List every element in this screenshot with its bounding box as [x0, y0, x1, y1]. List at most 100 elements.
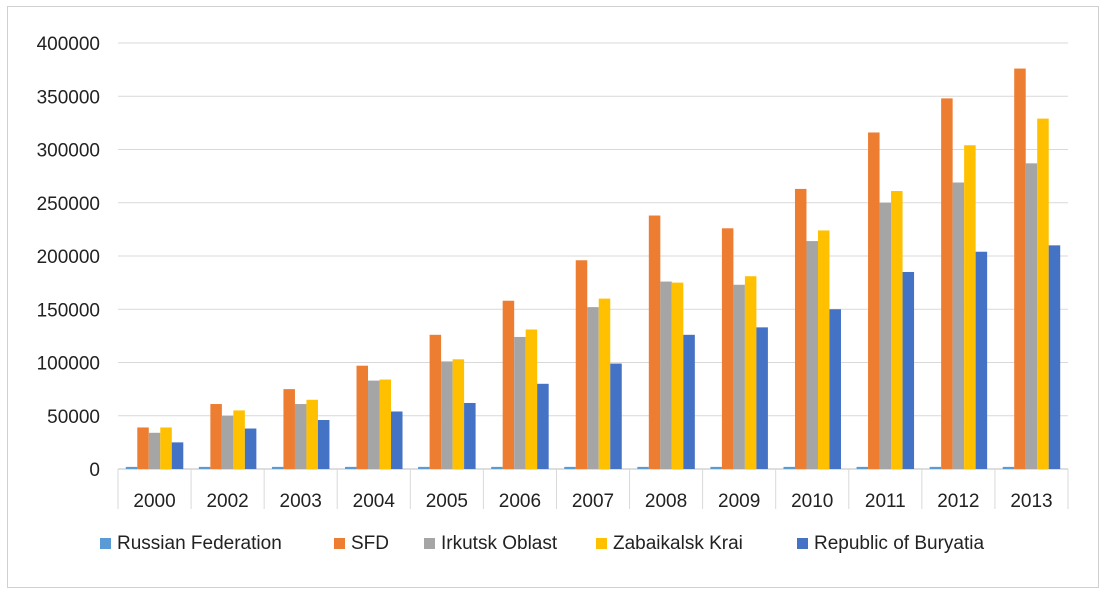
bar-zabaikalsk-krai-2009 [744, 276, 757, 469]
bar-russian-federation-2002 [198, 466, 211, 469]
bar-irkutsk-oblast-2012 [952, 182, 965, 469]
bar-zabaikalsk-krai-2005 [452, 359, 465, 469]
bar-republic-of-buryatia-2011 [902, 271, 915, 469]
legend: Russian Federation SFD Irkutsk Oblast Zabai… [100, 533, 984, 554]
bar-republic-of-buryatia-2009 [756, 327, 768, 469]
bar-zabaikalsk-krai-2013 [1037, 118, 1049, 470]
bar-republic-of-buryatia-2003 [317, 420, 330, 469]
bar-russian-federation-2005 [418, 466, 430, 469]
bar-sfd-2008 [648, 215, 661, 469]
bar-sfd-2010 [794, 188, 807, 469]
bar-sfd-2012 [941, 98, 953, 469]
x-tick-label: 2002 [206, 491, 248, 512]
y-tick-label: 50000 [47, 407, 100, 428]
bar-sfd-2006 [502, 300, 515, 469]
bar-russian-federation-2000 [125, 466, 138, 469]
bars [125, 68, 1061, 470]
legend-label: Russian Federation [117, 533, 282, 554]
bar-irkutsk-oblast-2010 [806, 241, 818, 469]
bar-sfd-2011 [868, 132, 880, 469]
chart-frame [7, 6, 1099, 588]
bar-sfd-2005 [429, 334, 442, 469]
bar-republic-of-buryatia-2012 [975, 251, 988, 469]
y-tick-label: 100000 [37, 354, 100, 375]
bar-zabaikalsk-krai-2012 [964, 145, 976, 470]
bar-sfd-2004 [356, 365, 369, 469]
legend-swatch [334, 538, 345, 549]
legend-swatch [424, 538, 435, 549]
bar-sfd-2002 [210, 404, 222, 469]
x-tick-label: 2005 [426, 491, 468, 512]
bar-sfd-2007 [575, 260, 588, 469]
bar-zabaikalsk-krai-2007 [598, 298, 611, 469]
legend-swatch [797, 538, 808, 549]
bar-russian-federation-2012 [929, 466, 942, 469]
bar-irkutsk-oblast-2008 [660, 281, 672, 469]
legend-label: Irkutsk Oblast [441, 533, 558, 554]
y-tick-label: 350000 [37, 87, 100, 108]
legend-label: SFD [351, 533, 389, 554]
x-tick-label: 2013 [1010, 491, 1052, 512]
x-tick-label: 2011 [865, 491, 906, 512]
bar-russian-federation-2003 [271, 466, 284, 469]
x-tick-label: 2006 [499, 491, 541, 512]
bar-russian-federation-2007 [564, 466, 576, 469]
x-tick-label: 2004 [353, 491, 396, 512]
x-tick-label: 2003 [280, 491, 322, 512]
bar-sfd-2003 [283, 389, 295, 469]
legend-label: Zabaikalsk Krai [613, 533, 743, 554]
y-tick-label: 250000 [37, 194, 100, 215]
x-tick-label: 2009 [718, 491, 760, 512]
legend-swatch [100, 538, 111, 549]
bar-russian-federation-2013 [1002, 466, 1015, 469]
bar-russian-federation-2008 [637, 466, 649, 469]
bar-republic-of-buryatia-2004 [391, 411, 403, 469]
bar-irkutsk-oblast-2004 [368, 380, 380, 469]
bar-zabaikalsk-krai-2008 [671, 282, 684, 469]
legend-label: Republic of Buryatia [814, 533, 984, 554]
bar-russian-federation-2010 [783, 466, 795, 469]
bar-russian-federation-2004 [345, 466, 357, 469]
bar-zabaikalsk-krai-2000 [160, 427, 172, 469]
bar-zabaikalsk-krai-2003 [306, 399, 318, 469]
bar-republic-of-buryatia-2013 [1048, 245, 1061, 469]
bar-irkutsk-oblast-2013 [1025, 163, 1038, 469]
bar-republic-of-buryatia-2010 [829, 309, 841, 469]
y-axis-ticks: 0 50000 100000 150000 200000 250000 300000 3500… [37, 34, 100, 481]
bar-sfd-2013 [1014, 68, 1026, 469]
bar-irkutsk-oblast-2002 [221, 415, 234, 469]
legend-swatch [596, 538, 607, 549]
bar-sfd-2000 [137, 427, 149, 469]
bar-zabaikalsk-krai-2010 [817, 230, 830, 469]
bar-irkutsk-oblast-2007 [587, 307, 599, 469]
bar-republic-of-buryatia-2002 [244, 428, 257, 469]
bar-zabaikalsk-krai-2004 [379, 379, 392, 469]
x-tick-label: 2000 [133, 491, 175, 512]
y-tick-label: 200000 [37, 247, 100, 268]
bar-republic-of-buryatia-2008 [683, 334, 695, 469]
bar-sfd-2009 [721, 228, 734, 469]
y-tick-label: 400000 [37, 34, 100, 55]
y-tick-label: 150000 [37, 300, 100, 321]
bar-republic-of-buryatia-2000 [171, 442, 184, 469]
bar-republic-of-buryatia-2007 [610, 363, 622, 469]
bar-republic-of-buryatia-2005 [464, 402, 476, 469]
bar-russian-federation-2011 [856, 466, 869, 469]
bar-zabaikalsk-krai-2002 [233, 410, 245, 469]
bar-republic-of-buryatia-2006 [537, 383, 549, 469]
bar-irkutsk-oblast-2003 [294, 404, 307, 469]
bar-irkutsk-oblast-2006 [514, 336, 526, 469]
x-tick-label: 2008 [645, 491, 687, 512]
bar-zabaikalsk-krai-2006 [525, 329, 538, 469]
bar-irkutsk-oblast-2000 [148, 432, 161, 469]
x-tick-label: 2010 [791, 491, 833, 512]
bar-russian-federation-2009 [710, 466, 722, 469]
y-tick-label: 0 [89, 460, 100, 481]
x-tick-label: 2012 [937, 491, 979, 512]
bar-irkutsk-oblast-2011 [879, 202, 892, 469]
bar-zabaikalsk-krai-2011 [891, 191, 903, 469]
x-axis: 2000 2002 2003 2004 2005 2006 2007 2008 2009 2010… [117, 469, 1069, 512]
bar-irkutsk-oblast-2009 [733, 284, 745, 469]
y-tick-label: 300000 [37, 141, 100, 162]
